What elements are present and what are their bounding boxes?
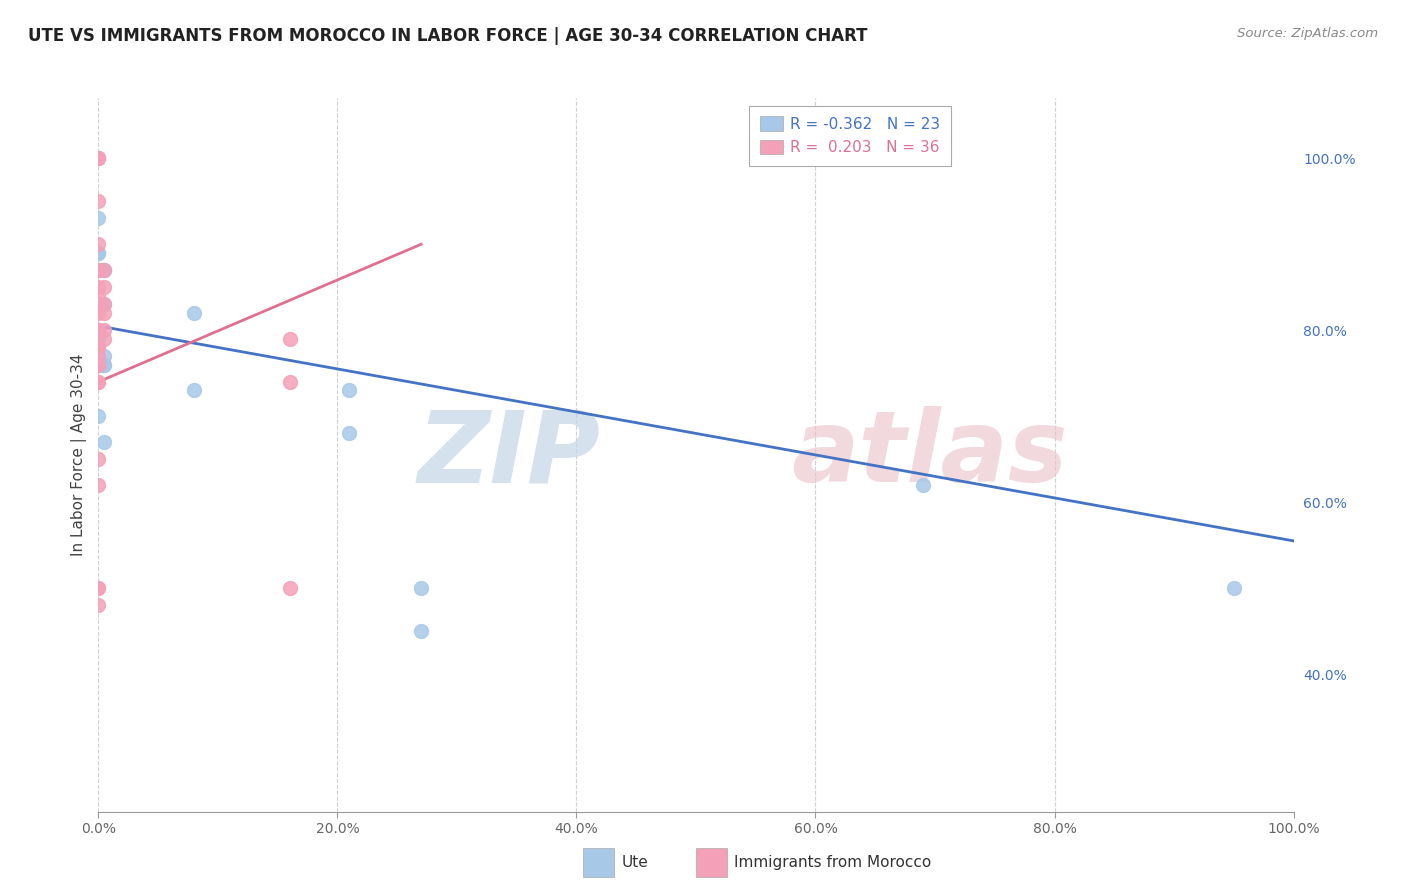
Point xyxy=(87,323,110,337)
Point xyxy=(183,306,205,320)
Point xyxy=(411,624,433,639)
Point xyxy=(87,452,110,467)
Point xyxy=(93,263,115,277)
Point xyxy=(87,375,110,389)
Point xyxy=(87,599,110,613)
Y-axis label: In Labor Force | Age 30-34: In Labor Force | Age 30-34 xyxy=(72,353,87,557)
Text: atlas: atlas xyxy=(792,407,1069,503)
Point xyxy=(87,349,110,363)
Point xyxy=(339,384,360,398)
Point xyxy=(87,358,110,372)
Point xyxy=(87,263,110,277)
Point xyxy=(93,297,115,311)
Point xyxy=(87,341,110,355)
Point xyxy=(87,375,110,389)
Point xyxy=(87,151,110,165)
Point xyxy=(93,297,115,311)
Text: UTE VS IMMIGRANTS FROM MOROCCO IN LABOR FORCE | AGE 30-34 CORRELATION CHART: UTE VS IMMIGRANTS FROM MOROCCO IN LABOR … xyxy=(28,27,868,45)
Point xyxy=(87,581,110,595)
Point xyxy=(87,280,110,294)
Point xyxy=(87,323,110,337)
Point xyxy=(87,409,110,424)
Point xyxy=(1222,581,1246,595)
Point xyxy=(87,151,110,165)
Point xyxy=(87,245,110,260)
Point xyxy=(93,323,115,337)
Point xyxy=(87,323,110,337)
Point xyxy=(87,297,110,311)
Point xyxy=(87,263,110,277)
Text: ZIP: ZIP xyxy=(418,407,600,503)
Point xyxy=(87,194,110,209)
Point xyxy=(93,306,115,320)
Point xyxy=(339,426,360,441)
Point xyxy=(87,478,110,492)
Point xyxy=(87,237,110,252)
Point xyxy=(278,375,301,389)
Point xyxy=(87,211,110,226)
Point xyxy=(93,263,115,277)
Point xyxy=(87,245,110,260)
Point xyxy=(411,581,433,595)
Point xyxy=(87,332,110,346)
Point xyxy=(87,358,110,372)
Point xyxy=(183,384,205,398)
Point xyxy=(278,332,301,346)
Point xyxy=(87,151,110,165)
Point xyxy=(93,332,115,346)
Point xyxy=(278,581,301,595)
Point xyxy=(87,245,110,260)
Text: Source: ZipAtlas.com: Source: ZipAtlas.com xyxy=(1237,27,1378,40)
Point xyxy=(87,358,110,372)
Point xyxy=(87,151,110,165)
Text: Immigrants from Morocco: Immigrants from Morocco xyxy=(734,855,931,870)
Point xyxy=(93,358,115,372)
Point xyxy=(87,581,110,595)
Point xyxy=(911,478,934,492)
Point xyxy=(93,263,115,277)
Text: Ute: Ute xyxy=(621,855,648,870)
Point xyxy=(93,358,115,372)
Point xyxy=(93,349,115,363)
Point xyxy=(93,280,115,294)
Point xyxy=(87,289,110,303)
Legend: R = -0.362   N = 23, R =  0.203   N = 36: R = -0.362 N = 23, R = 0.203 N = 36 xyxy=(749,106,952,166)
Point xyxy=(87,297,110,311)
Point xyxy=(93,435,115,450)
Point xyxy=(87,341,110,355)
Point xyxy=(87,306,110,320)
